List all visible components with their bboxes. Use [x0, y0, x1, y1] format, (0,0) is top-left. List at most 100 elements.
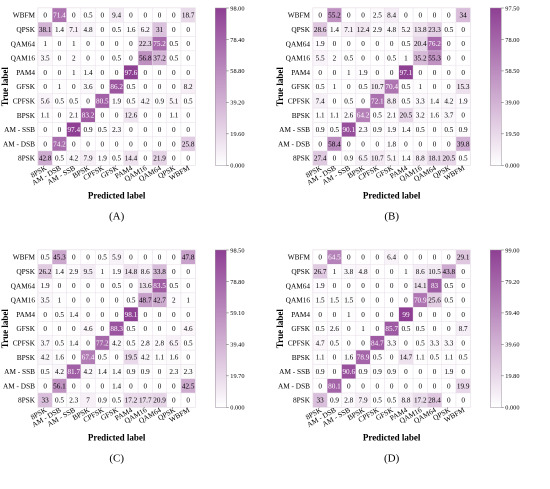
cell-value-label: 0: [376, 296, 380, 304]
cell-value-label: 1.1: [416, 354, 425, 362]
cell-value-label: 1: [404, 268, 408, 276]
cell-value-label: 0: [461, 368, 465, 376]
cell-value-label: 64.5: [328, 254, 341, 262]
cell-value-label: 0: [390, 69, 394, 77]
cell-value-label: 0: [333, 155, 337, 163]
cell-value-label: 0: [86, 339, 90, 347]
cell-value-label: 0: [43, 126, 47, 134]
cell-value-label: 4.2: [444, 97, 453, 105]
cell-value-label: 3.7: [444, 112, 453, 120]
cell-value-label: 0.5: [387, 54, 396, 62]
cell-value-label: 2.5: [373, 12, 382, 20]
cell-value-label: 3.7: [41, 339, 50, 347]
cell-value-label: 35.2: [414, 54, 427, 62]
y-tick-label: AM - SSB: [279, 367, 310, 376]
cell-value-label: 47.8: [182, 254, 195, 262]
cell-value-label: 0: [72, 140, 76, 148]
cell-value-label: 0: [376, 268, 380, 276]
cell-value-label: 0.9: [359, 368, 368, 376]
cell-value-label: 0: [333, 40, 337, 48]
cell-value-label: 0: [361, 40, 365, 48]
cell-value-label: 0: [433, 69, 437, 77]
cell-value-label: 5.2: [401, 26, 410, 34]
cell-value-label: 76.2: [428, 40, 441, 48]
cell-value-label: 1: [72, 69, 76, 77]
y-tick-label: PAM4: [291, 68, 310, 77]
cell-value-label: 0.5: [84, 12, 93, 20]
cell-value-label: 0: [172, 140, 176, 148]
cell-value-label: 1.9: [359, 69, 368, 77]
cell-value-label: 5.5: [316, 54, 325, 62]
cell-value-label: 0: [86, 296, 90, 304]
y-tick-label: CPFSK: [288, 338, 311, 347]
cell-value-label: 0: [447, 382, 451, 390]
y-tick-label: CPFSK: [13, 96, 36, 105]
cell-value-label: 20.9: [153, 397, 166, 405]
cell-value-label: 0: [143, 69, 147, 77]
cell-value-label: 17.2: [125, 397, 138, 405]
cell-value-label: 0: [129, 40, 133, 48]
cell-value-label: 1.5: [344, 296, 353, 304]
cell-value-label: 0: [101, 40, 105, 48]
cell-value-label: 6.5: [169, 339, 178, 347]
cell-value-label: 28.4: [428, 397, 441, 405]
cell-value-label: 7.9: [359, 397, 368, 405]
cell-value-label: 0.5: [416, 325, 425, 333]
cell-value-label: 0: [172, 12, 176, 20]
cell-value-label: 38.1: [39, 26, 52, 34]
cell-value-label: 23.3: [428, 26, 441, 34]
cell-value-label: 77.2: [96, 339, 109, 347]
cell-value-label: 0: [390, 382, 394, 390]
cell-value-label: 0.5: [459, 155, 468, 163]
heatmap-cell: [180, 392, 196, 408]
cell-value-label: 2.8: [344, 397, 353, 405]
cell-value-label: 0: [433, 325, 437, 333]
y-tick-label: CPFSK: [13, 338, 36, 347]
cell-value-label: 70.4: [385, 83, 398, 91]
y-tick-label: GFSK: [291, 82, 310, 91]
cell-value-label: 0: [158, 140, 162, 148]
cell-value-label: 0: [376, 54, 380, 62]
cell-value-label: 1: [101, 268, 105, 276]
cell-value-label: 34: [460, 12, 468, 20]
cell-value-label: 98.1: [125, 311, 138, 319]
cell-value-label: 0: [404, 254, 408, 262]
cell-value-label: 4.2: [69, 155, 78, 163]
cell-value-label: 2.1: [387, 112, 396, 120]
cell-value-label: 4.8: [359, 268, 368, 276]
cell-value-label: 0: [186, 26, 190, 34]
cell-value-label: 0: [58, 54, 62, 62]
cell-value-label: 1: [418, 83, 422, 91]
cell-value-label: 20.5: [443, 155, 456, 163]
cell-value-label: 2.3: [184, 368, 193, 376]
cell-value-label: 0: [43, 69, 47, 77]
cell-value-label: 2: [172, 296, 176, 304]
cell-value-label: 0: [143, 155, 147, 163]
cell-value-label: 17.7: [139, 397, 152, 405]
cell-value-label: 4.2: [84, 368, 93, 376]
cell-value-label: 0.5: [444, 296, 453, 304]
cell-value-label: 0.5: [112, 282, 121, 290]
cell-value-label: 0: [129, 282, 133, 290]
cell-value-label: 1.6: [430, 112, 439, 120]
panel-caption: (A): [109, 210, 125, 222]
cell-value-label: 4.2: [141, 97, 150, 105]
cell-value-label: 0: [158, 254, 162, 262]
colorbar-tick-label: 39.00: [505, 100, 519, 107]
colorbar-tick-label: 58.50: [505, 68, 519, 75]
cell-value-label: 0: [115, 140, 119, 148]
cell-value-label: 0.5: [98, 126, 107, 134]
x-axis-title: Predicted label: [88, 190, 146, 200]
cell-value-label: 0: [461, 311, 465, 319]
cell-value-label: 1: [333, 268, 337, 276]
cell-value-label: 0.5: [184, 339, 193, 347]
cell-value-label: 0.5: [401, 40, 410, 48]
cell-value-label: 2.8: [155, 339, 164, 347]
y-axis-title: True label: [275, 309, 285, 349]
cell-value-label: 21.9: [153, 155, 166, 163]
y-tick-label: AM - DSB: [3, 381, 35, 390]
cell-value-label: 2.6: [330, 325, 339, 333]
cell-value-label: 0: [72, 254, 76, 262]
cell-value-label: 6.2: [141, 26, 150, 34]
